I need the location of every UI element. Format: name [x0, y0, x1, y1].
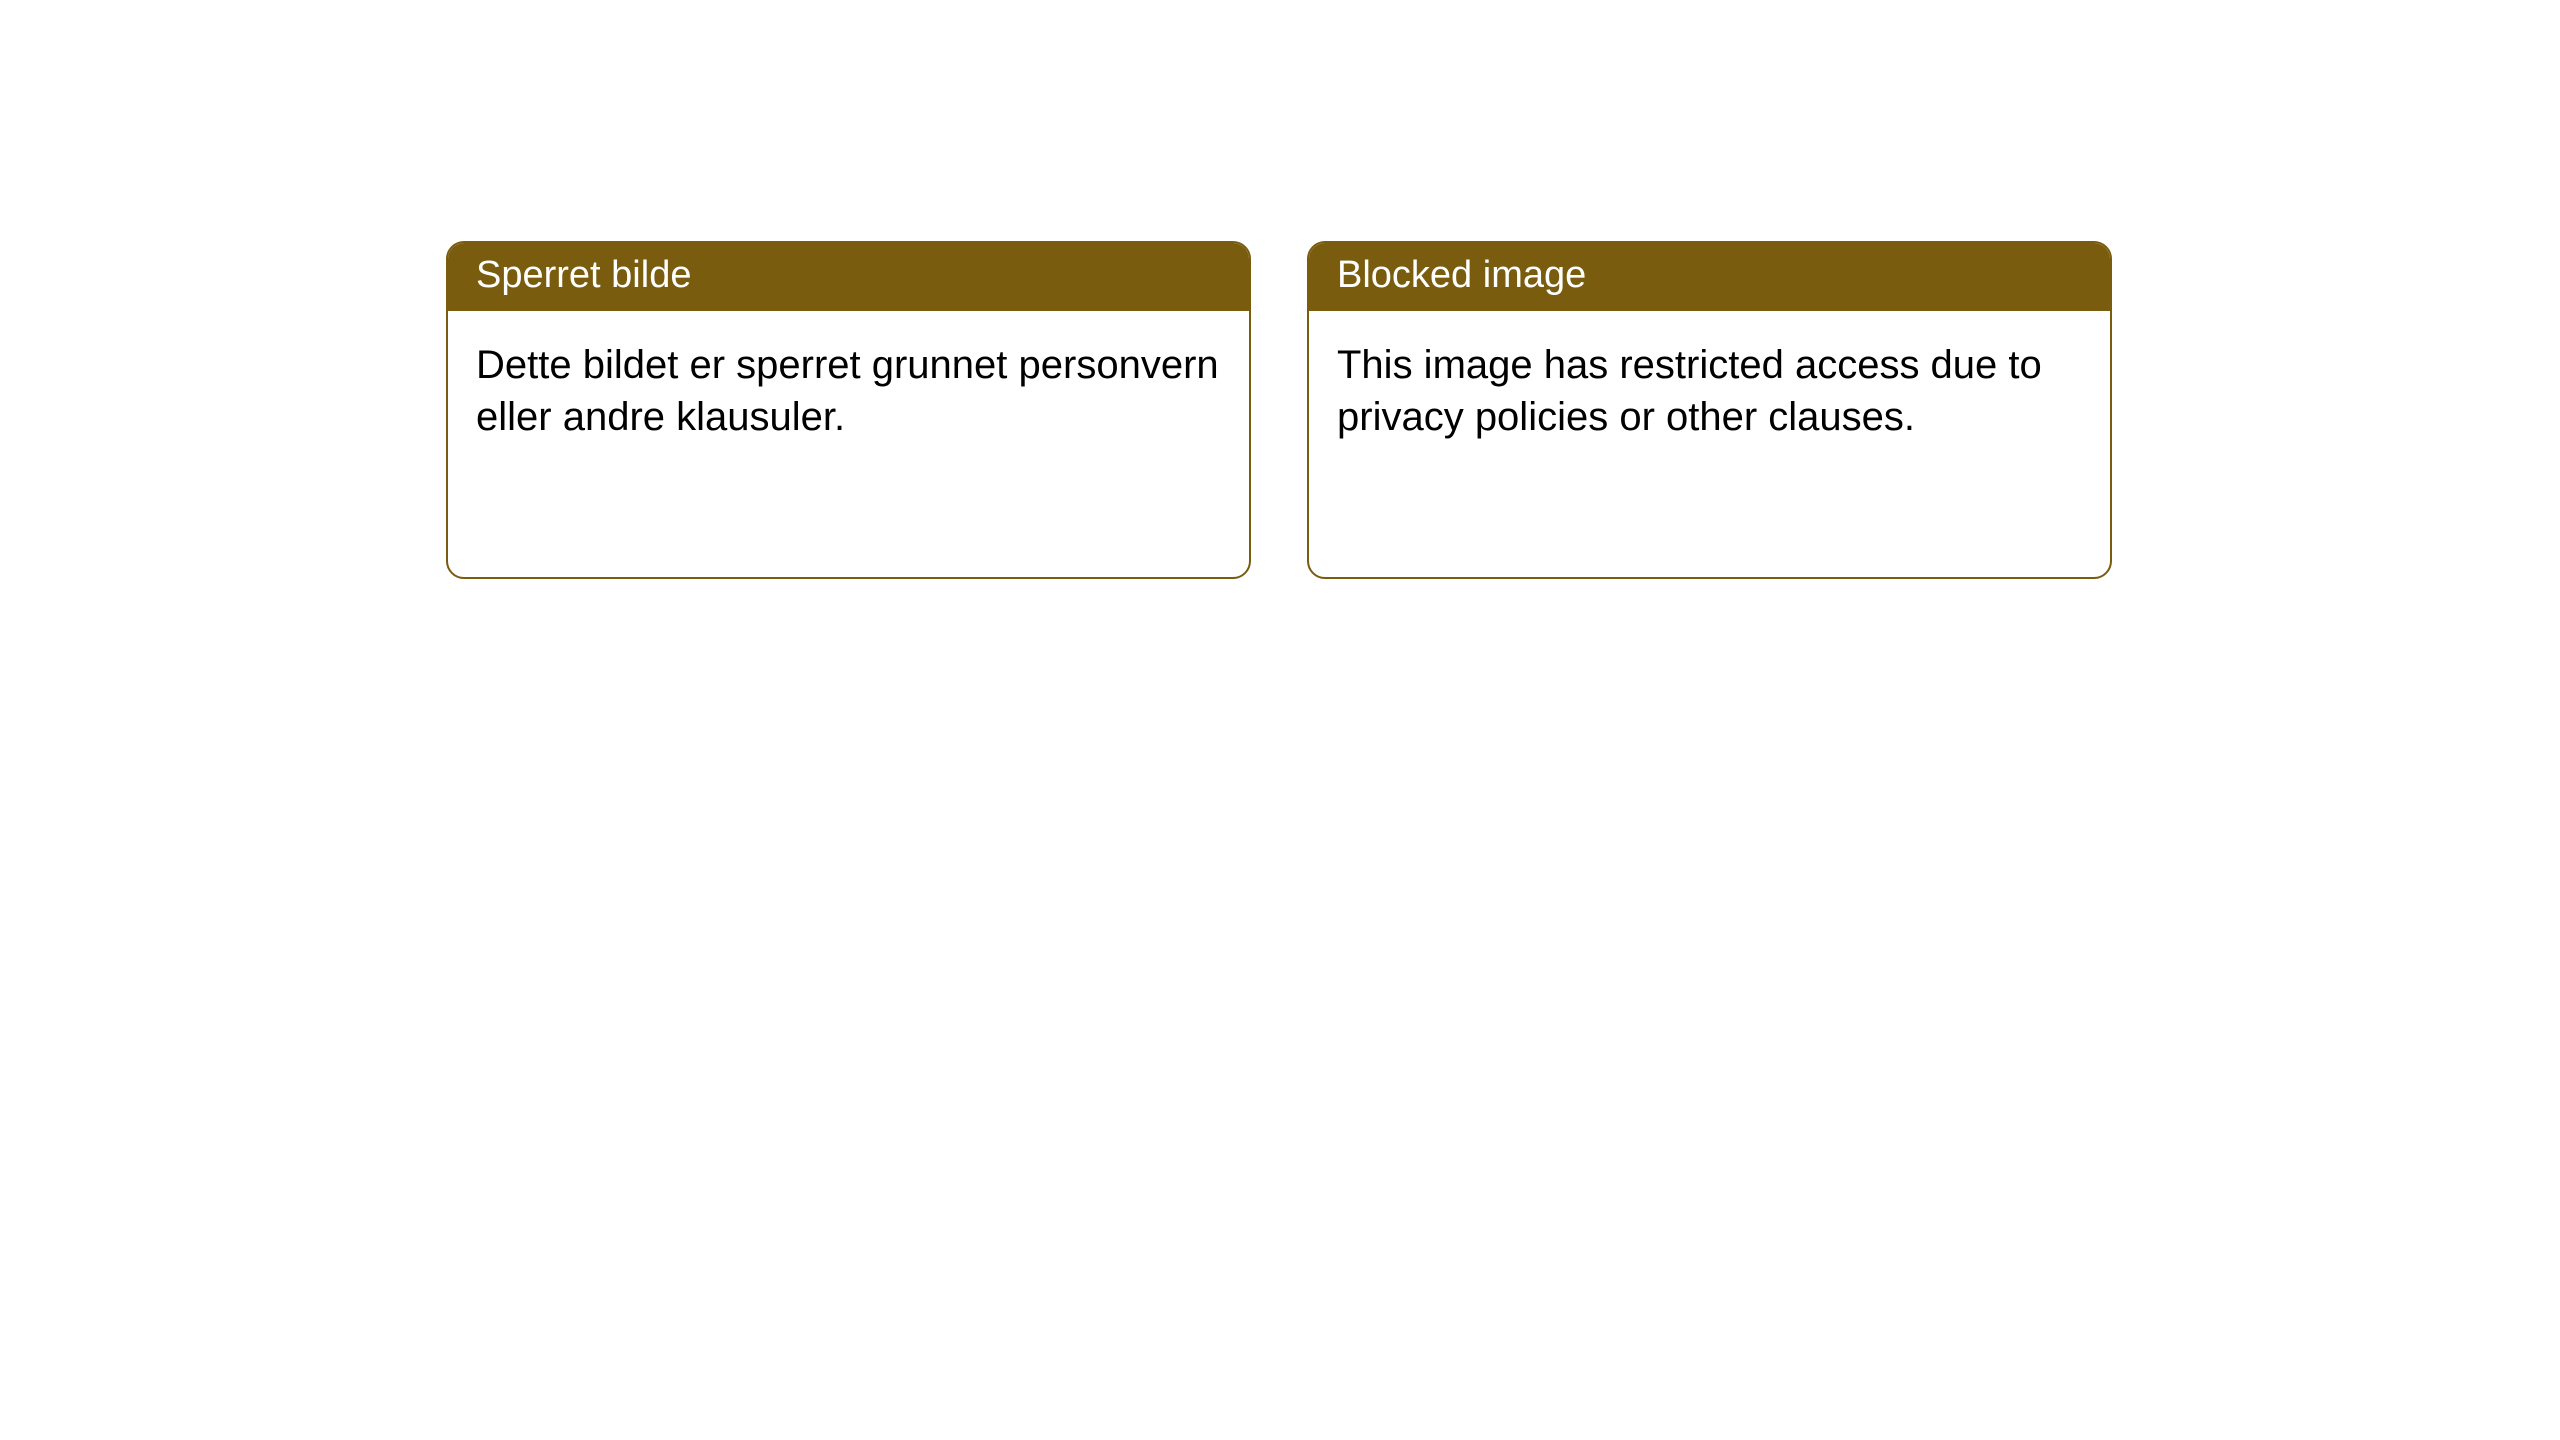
card-body-en: This image has restricted access due to …: [1309, 311, 2110, 471]
blocked-image-card-en: Blocked image This image has restricted …: [1307, 241, 2112, 579]
card-body-no: Dette bildet er sperret grunnet personve…: [448, 311, 1249, 471]
card-title-en: Blocked image: [1309, 243, 2110, 311]
blocked-image-card-no: Sperret bilde Dette bildet er sperret gr…: [446, 241, 1251, 579]
notice-cards-container: Sperret bilde Dette bildet er sperret gr…: [446, 241, 2112, 579]
card-title-no: Sperret bilde: [448, 243, 1249, 311]
